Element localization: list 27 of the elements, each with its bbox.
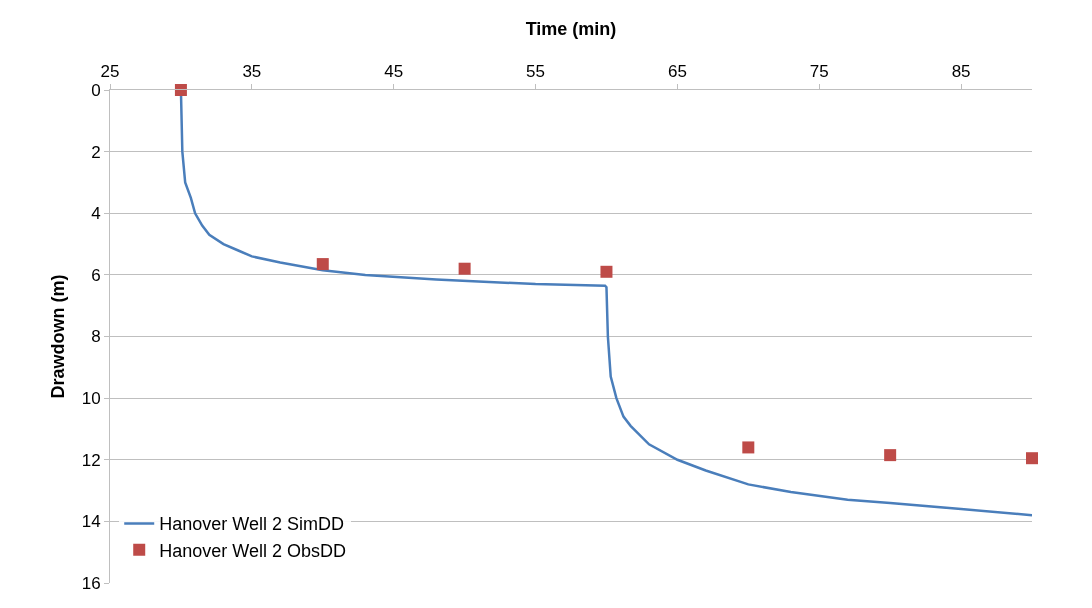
x-tick-label: 45 xyxy=(384,62,404,82)
legend-label: Hanover Well 2 SimDD xyxy=(159,514,344,535)
x-axis-title: Time (min) xyxy=(525,19,617,39)
point xyxy=(600,265,613,278)
y-axis-title: Drawdown (m) xyxy=(48,274,68,399)
point xyxy=(884,449,897,462)
y-tick-label: 14 xyxy=(81,512,101,532)
y-tick-label: 16 xyxy=(81,573,101,593)
x-tick-label: 85 xyxy=(951,62,971,82)
x-tick-label: 75 xyxy=(809,62,829,82)
y-tick-label: 4 xyxy=(91,204,101,224)
y-tick-label: 6 xyxy=(91,265,101,285)
y-tick-label: 12 xyxy=(81,450,101,470)
point xyxy=(316,258,329,271)
point xyxy=(174,84,187,96)
x-tick-label: 35 xyxy=(242,62,262,82)
legend-label: Hanover Well 2 ObsDD xyxy=(159,540,346,561)
y-tick-label: 0 xyxy=(91,80,101,100)
y-tick-label: 10 xyxy=(81,389,101,409)
x-tick-label: 55 xyxy=(526,62,545,82)
y-tick-label: 8 xyxy=(91,327,101,347)
y-tick-label: 2 xyxy=(91,142,101,162)
point xyxy=(742,441,755,454)
x-tick-label: 25 xyxy=(100,62,120,82)
x-tick-label: 65 xyxy=(667,62,687,82)
point xyxy=(1026,452,1038,465)
point xyxy=(458,262,471,275)
